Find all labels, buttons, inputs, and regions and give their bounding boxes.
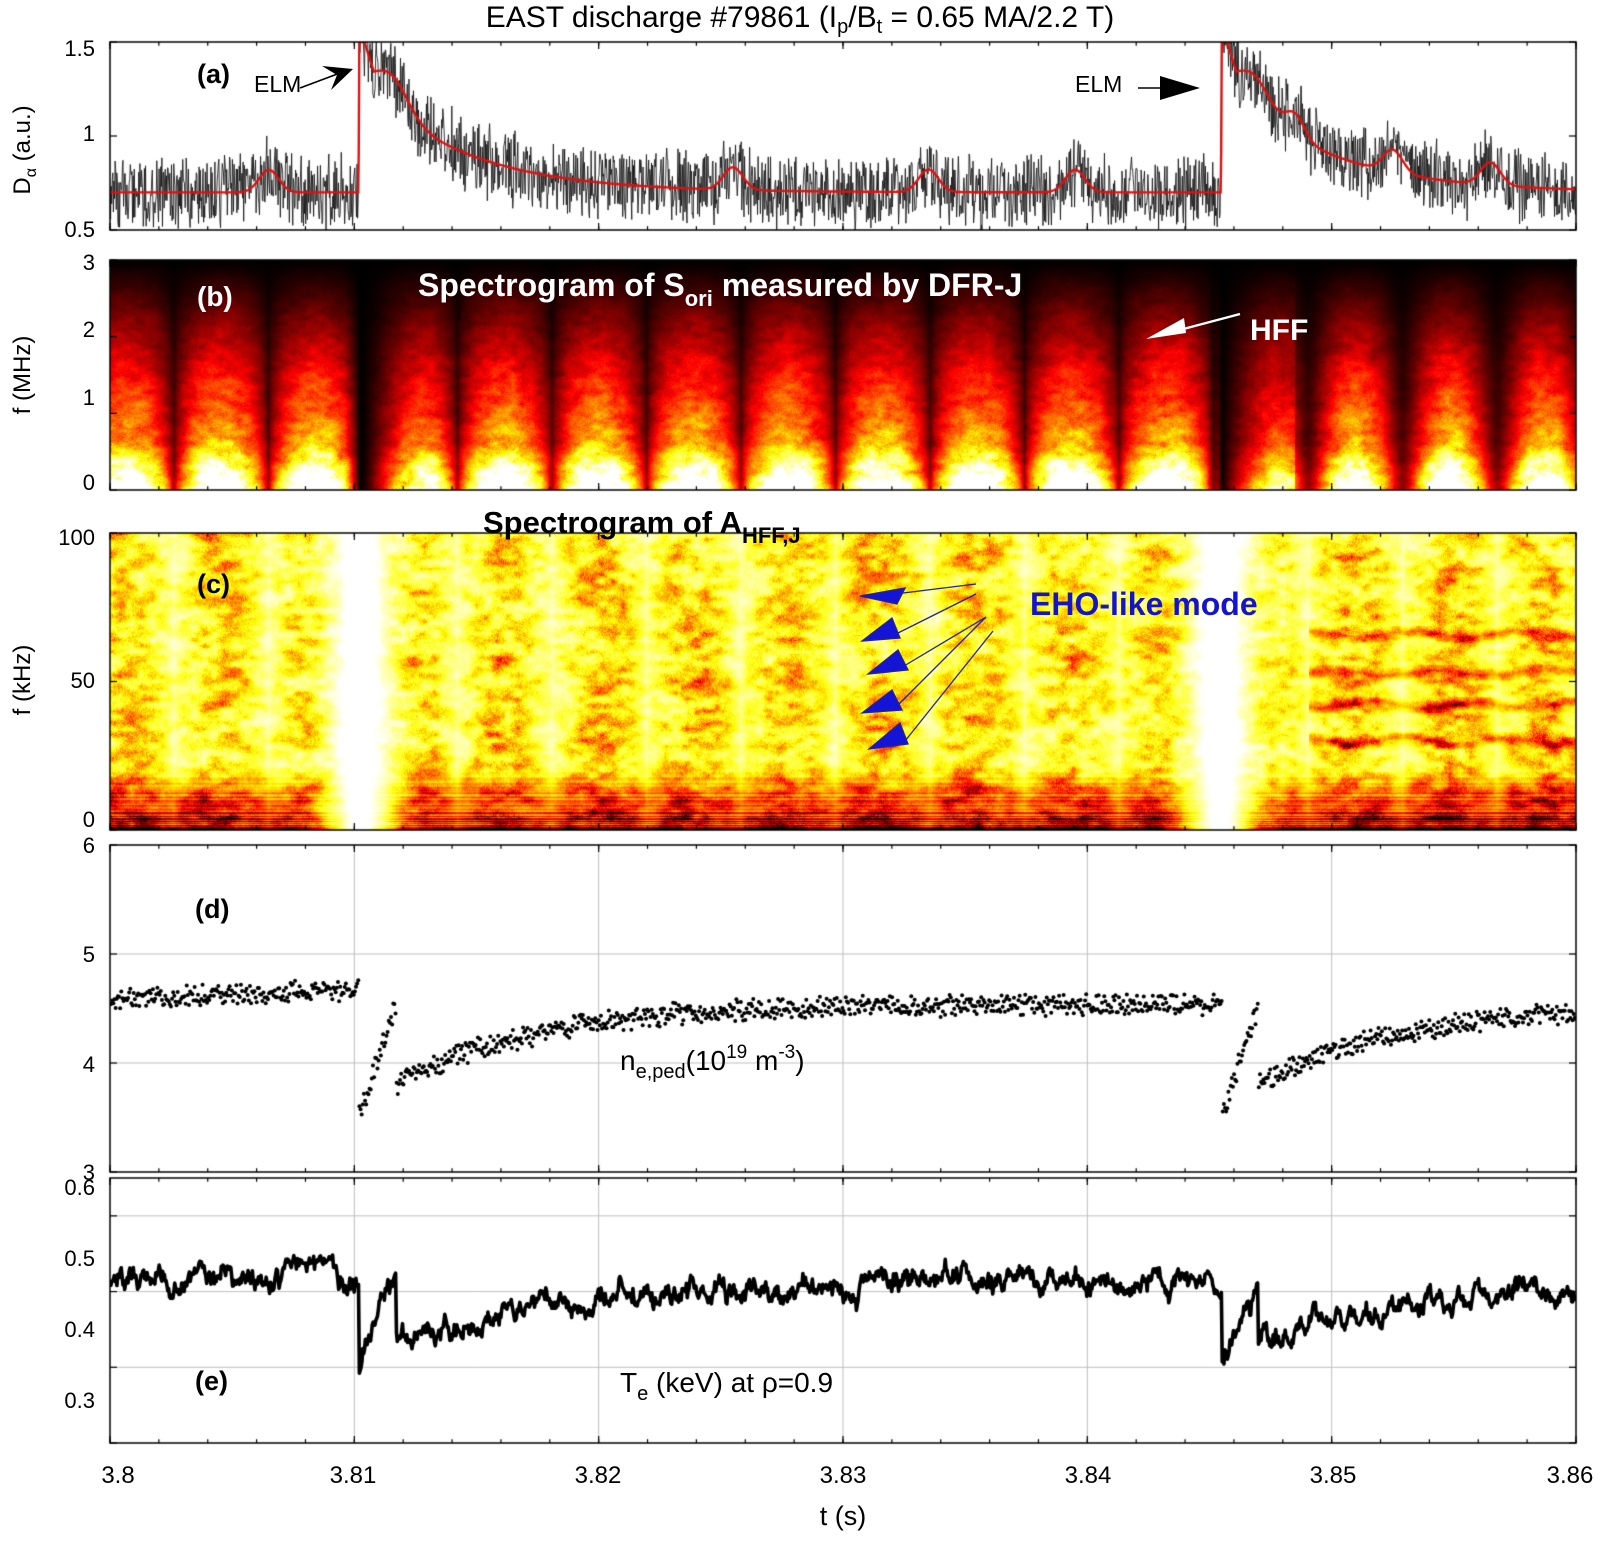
svg-text:(b): (b) bbox=[197, 281, 233, 312]
svg-text:(d): (d) bbox=[195, 894, 229, 924]
svg-text:Spectrogram of AHFF,J: Spectrogram of AHFF,J bbox=[483, 505, 801, 548]
svg-text:f (kHz): f (kHz) bbox=[9, 645, 36, 716]
svg-text:3.86: 3.86 bbox=[1547, 1462, 1594, 1489]
svg-text:Dα (a.u.): Dα (a.u.) bbox=[9, 105, 40, 194]
svg-text:3.85: 3.85 bbox=[1310, 1462, 1357, 1489]
svg-text:(a): (a) bbox=[197, 59, 230, 89]
svg-text:0.6: 0.6 bbox=[64, 1175, 95, 1200]
svg-text:ELM: ELM bbox=[1075, 71, 1122, 97]
svg-text:6: 6 bbox=[83, 833, 95, 858]
svg-text:3.81: 3.81 bbox=[330, 1462, 377, 1489]
svg-text:Spectrogram of Sori measured: Spectrogram of Sori measured by DFR-J bbox=[418, 267, 1022, 311]
svg-text:0: 0 bbox=[83, 470, 95, 495]
svg-text:0.3: 0.3 bbox=[64, 1388, 95, 1413]
svg-text:(e): (e) bbox=[195, 1366, 228, 1396]
svg-text:0: 0 bbox=[83, 807, 95, 832]
svg-text:100: 100 bbox=[58, 525, 95, 550]
svg-text:3.8: 3.8 bbox=[101, 1462, 134, 1489]
svg-text:1.5: 1.5 bbox=[64, 36, 95, 61]
svg-text:ELM: ELM bbox=[254, 71, 301, 97]
svg-text:3.83: 3.83 bbox=[820, 1462, 867, 1489]
svg-text:3.82: 3.82 bbox=[575, 1462, 622, 1489]
svg-text:3: 3 bbox=[83, 250, 95, 275]
svg-text:Te (keV) at ρ=0.9: Te (keV) at ρ=0.9 bbox=[620, 1367, 833, 1405]
svg-text:t (s): t (s) bbox=[820, 1501, 867, 1531]
svg-text:4: 4 bbox=[83, 1052, 95, 1077]
svg-text:2: 2 bbox=[83, 317, 95, 342]
svg-text:0.5: 0.5 bbox=[64, 217, 95, 242]
svg-text:5: 5 bbox=[83, 942, 95, 967]
svg-text:HFF: HFF bbox=[1250, 314, 1308, 347]
svg-text:1: 1 bbox=[83, 385, 95, 410]
svg-text:(c): (c) bbox=[197, 569, 230, 599]
svg-text:1: 1 bbox=[83, 121, 95, 146]
svg-text:0.5: 0.5 bbox=[64, 1246, 95, 1271]
svg-text:f (MHz): f (MHz) bbox=[9, 336, 36, 415]
svg-text:EHO-like mode: EHO-like mode bbox=[1030, 586, 1258, 622]
svg-text:EAST discharge #79861 (Ip/Bt =: EAST discharge #79861 (Ip/Bt = 0.65 MA/2… bbox=[486, 1, 1114, 38]
svg-text:ne,ped(1019 m-3): ne,ped(1019 m-3) bbox=[620, 1042, 805, 1083]
svg-text:50: 50 bbox=[71, 668, 95, 693]
svg-text:0.4: 0.4 bbox=[64, 1317, 95, 1342]
svg-text:3.84: 3.84 bbox=[1065, 1462, 1112, 1489]
